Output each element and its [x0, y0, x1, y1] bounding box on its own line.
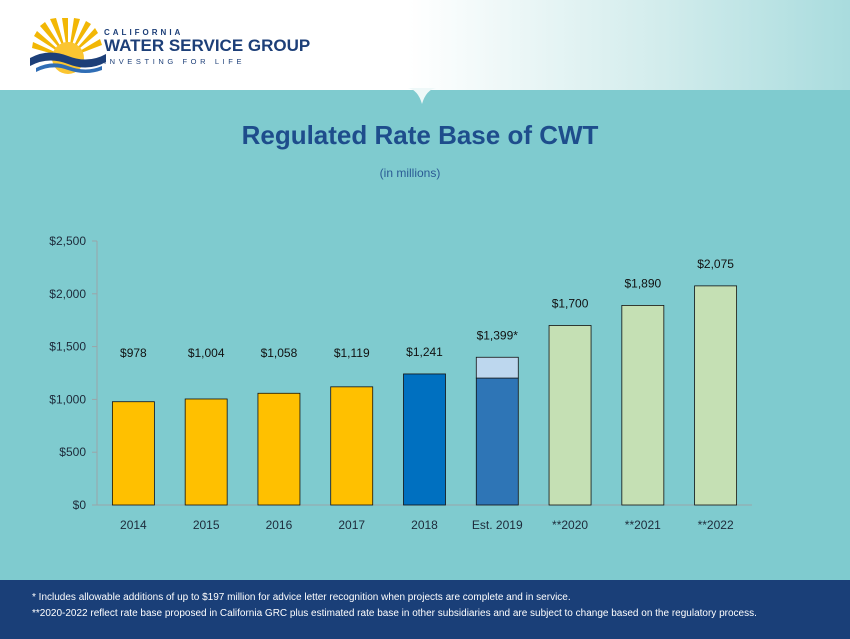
header-notch: [408, 88, 436, 104]
company-logo: CALIFORNIA WATER SERVICE GROUP INVESTING…: [28, 18, 328, 78]
x-tick-label: **2021: [625, 518, 661, 532]
y-tick-label: $0: [73, 498, 87, 512]
logo-line2: WATER SERVICE GROUP: [104, 36, 311, 55]
footnote-double-asterisk: **2020-2022 reflect rate base proposed i…: [32, 608, 757, 619]
bar-2020: [548, 325, 592, 506]
data-label: $1,119: [334, 346, 370, 360]
y-tick-label: $1,500: [49, 340, 86, 354]
bar-base-2019: [475, 377, 519, 506]
data-label: $1,890: [624, 276, 661, 290]
bar-2021: [621, 305, 665, 506]
x-tick-label: 2018: [411, 518, 438, 532]
bar-2022: [694, 285, 738, 506]
footer-notes: * Includes allowable additions of up to …: [0, 580, 850, 639]
sun-wave-icon: [30, 18, 106, 74]
bar-2015: [184, 398, 228, 506]
x-tick-label: **2020: [552, 518, 588, 532]
bar-2014: [111, 401, 155, 506]
bar-2017: [330, 386, 374, 506]
data-label: $978: [120, 346, 147, 360]
x-tick-label: **2022: [698, 518, 734, 532]
data-label: $1,004: [188, 346, 225, 360]
x-tick-label: Est. 2019: [472, 518, 523, 532]
y-tick-label: $1,000: [49, 392, 86, 406]
logo-line1: CALIFORNIA: [104, 28, 184, 37]
bar-2016: [257, 392, 301, 506]
bar-addition-2019: [475, 356, 519, 379]
logo-line3: INVESTING FOR LIFE: [104, 57, 246, 66]
data-label: $2,075: [697, 257, 734, 271]
bar-2018: [403, 373, 446, 506]
x-tick-label: 2017: [338, 518, 365, 532]
chart-subtitle: (in millions): [379, 166, 441, 180]
bar-chart: $0 $500 $1,000 $1,500 $2,000 $2,500 $978 2014 $1…: [49, 234, 752, 532]
data-label: $1,700: [552, 296, 589, 310]
data-label: $1,058: [261, 346, 298, 360]
x-tick-label: 2014: [120, 518, 147, 532]
data-label: $1,241: [406, 345, 443, 359]
y-tick-label: $2,500: [49, 234, 86, 248]
header-banner: [0, 0, 850, 90]
x-tick-label: 2015: [193, 518, 220, 532]
chart-title: Regulated Rate Base of CWT: [241, 120, 599, 150]
footnote-asterisk: * Includes allowable additions of up to …: [32, 592, 571, 603]
y-tick-label: $500: [59, 445, 86, 459]
x-tick-label: 2016: [266, 518, 293, 532]
y-tick-label: $2,000: [49, 287, 86, 301]
data-label: $1,399*: [477, 328, 519, 342]
